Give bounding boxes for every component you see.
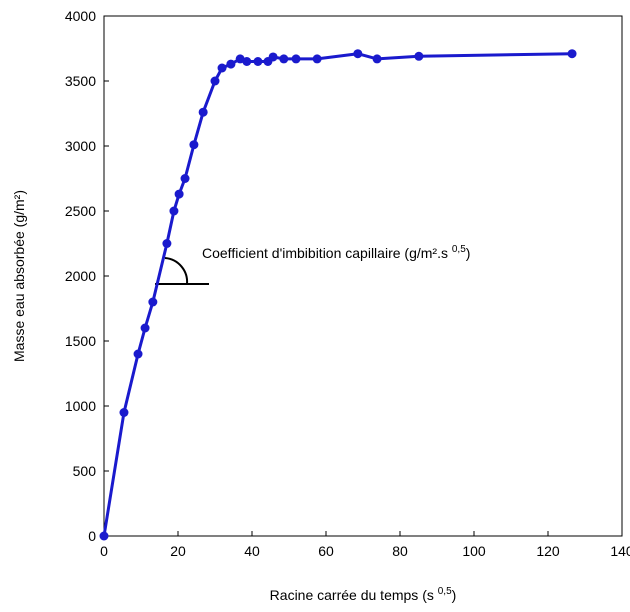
data-point xyxy=(279,54,289,64)
x-axis-label: Racine carrée du temps (s 0,5) xyxy=(270,586,457,603)
x-tick-label: 140 xyxy=(610,543,630,559)
data-point xyxy=(180,174,190,183)
data-point xyxy=(291,54,301,64)
data-point xyxy=(119,408,129,417)
data-point xyxy=(414,51,424,61)
data-point xyxy=(372,54,382,64)
data-point xyxy=(567,49,577,59)
data-point xyxy=(140,323,150,333)
x-tick-label: 40 xyxy=(244,543,260,559)
x-tick-label: 0 xyxy=(100,543,108,559)
data-point xyxy=(162,239,172,248)
y-tick-label: 1500 xyxy=(65,333,96,349)
data-point xyxy=(242,57,252,66)
y-tick-label: 0 xyxy=(88,528,96,544)
data-line xyxy=(102,52,573,537)
data-point xyxy=(99,531,109,541)
data-point xyxy=(148,297,158,307)
data-point xyxy=(198,107,208,117)
y-tick-label: 500 xyxy=(73,463,97,479)
data-point xyxy=(312,54,322,64)
y-tick-label: 3000 xyxy=(65,138,96,154)
data-point xyxy=(189,140,199,150)
plot-frame xyxy=(103,15,623,537)
y-tick-label: 4000 xyxy=(65,8,96,24)
x-tick-label: 80 xyxy=(392,543,408,559)
data-point xyxy=(253,57,263,66)
data-point xyxy=(169,206,179,216)
data-point xyxy=(353,49,363,59)
x-tick-label: 100 xyxy=(462,543,486,559)
y-tick-label: 2500 xyxy=(65,203,96,219)
x-tick-label: 120 xyxy=(536,543,560,559)
y-axis-label: Masse eau absorbée (g/m²) xyxy=(11,190,27,362)
y-tick-label: 1000 xyxy=(65,398,96,414)
data-point xyxy=(210,76,220,86)
annotation: Coefficient d'imbibition capillaire (g/m… xyxy=(202,244,470,261)
data-point xyxy=(226,59,236,69)
data-point xyxy=(268,52,278,62)
x-tick-label: 60 xyxy=(318,543,334,559)
y-tick-label: 3500 xyxy=(65,73,96,89)
x-tick-label: 20 xyxy=(170,543,186,559)
data-point xyxy=(174,189,184,199)
y-tick-label: 2000 xyxy=(65,268,96,284)
angle-arc xyxy=(164,257,189,285)
data-point xyxy=(217,63,227,73)
data-point xyxy=(133,349,143,359)
